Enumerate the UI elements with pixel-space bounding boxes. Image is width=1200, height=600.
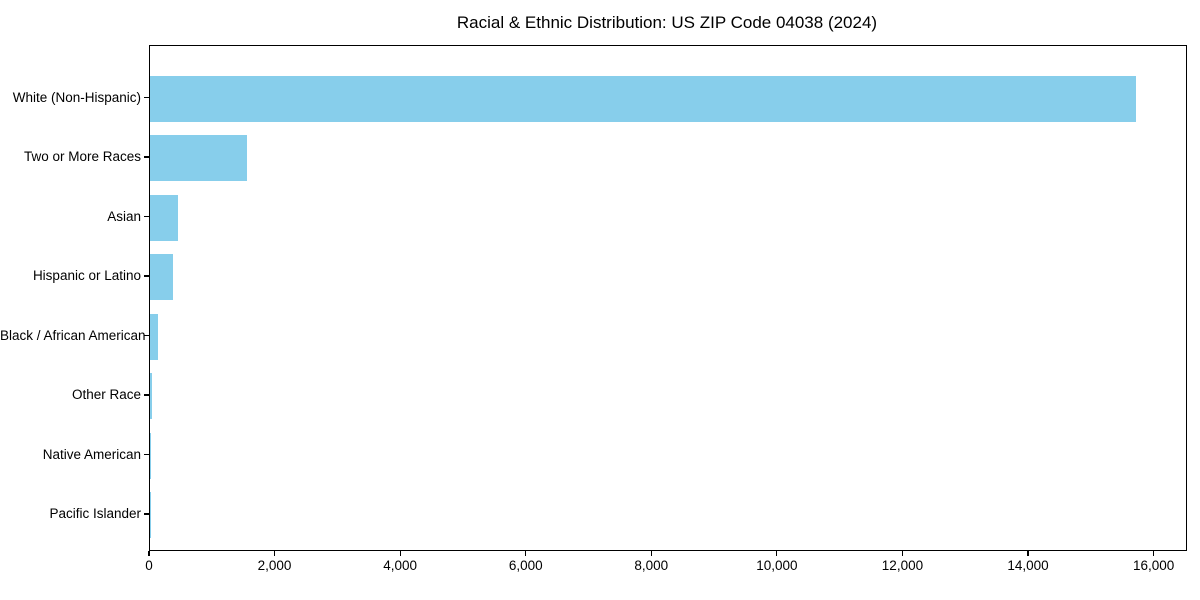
y-tick-mark — [144, 156, 149, 158]
bar-native-american: 20 — [150, 432, 152, 479]
plot-area: 15700155045037013030205 — [149, 45, 1187, 551]
x-tick-label-8000: 8,000 — [634, 558, 669, 573]
bar-asian: 450 — [150, 194, 179, 241]
x-tick-mark — [1027, 551, 1029, 557]
y-tick-mark — [144, 513, 149, 515]
bar-other-race: 30 — [150, 373, 152, 419]
x-tick-mark — [1153, 551, 1155, 557]
bar-hispanic-or-latino: 370 — [150, 254, 174, 300]
x-tick-mark — [273, 551, 276, 557]
x-tick-label-2000: 2,000 — [257, 558, 292, 573]
x-tick-label-12000: 12,000 — [881, 558, 924, 573]
y-tick-label-white-non-hispanic: White (Non-Hispanic) — [12, 89, 141, 105]
y-tick-label-hispanic-or-latino: Hispanic or Latino — [32, 268, 141, 283]
x-tick-label-4000: 4,000 — [383, 558, 418, 573]
y-tick-label-asian: Asian — [107, 208, 141, 224]
y-tick-mark — [144, 453, 149, 456]
x-tick-mark — [650, 551, 652, 557]
y-tick-label-black-african-american: Black / African American — [0, 327, 146, 343]
chart-title: Racial & Ethnic Distribution: US ZIP Cod… — [456, 13, 878, 32]
bar-black-african-american: 130 — [150, 313, 159, 360]
y-tick-label-pacific-islander: Pacific Islander — [49, 506, 141, 521]
x-tick-label-16000: 16,000 — [1132, 558, 1175, 573]
x-tick-mark — [525, 551, 527, 557]
y-tick-mark — [144, 96, 149, 99]
x-tick-label-14000: 14,000 — [1007, 558, 1049, 573]
y-tick-label-other-race: Other Race — [71, 387, 141, 402]
y-tick-mark — [144, 275, 149, 277]
bar-two-or-more-races: 1550 — [150, 135, 248, 181]
y-tick-mark — [144, 334, 149, 337]
x-tick-label-10000: 10,000 — [756, 558, 798, 573]
x-tick-mark — [148, 551, 150, 557]
x-tick-mark — [776, 551, 778, 557]
bar-white-non-hispanic: 15700 — [150, 75, 1136, 122]
y-tick-mark — [144, 215, 149, 218]
x-tick-mark — [399, 551, 401, 557]
y-tick-label-two-or-more-races: Two or More Races — [23, 149, 141, 164]
y-tick-mark — [144, 394, 149, 396]
x-tick-mark — [901, 551, 904, 557]
x-tick-label-6000: 6,000 — [508, 558, 543, 573]
x-tick-label-0: 0 — [145, 558, 153, 573]
y-tick-label-native-american: Native American — [42, 446, 141, 462]
